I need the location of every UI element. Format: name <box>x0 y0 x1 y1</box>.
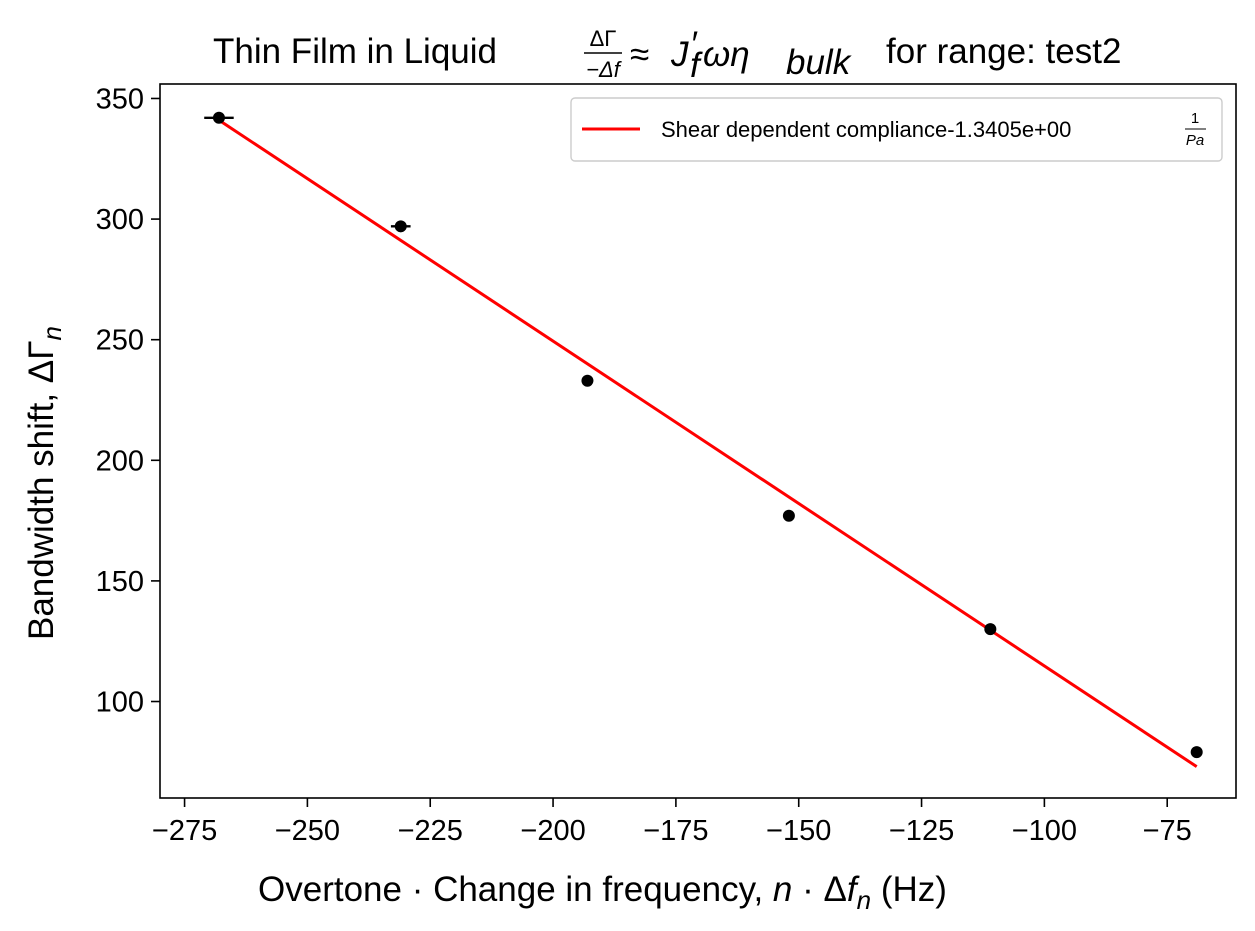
y-axis-title-text: Bandwidth shift, <box>22 383 61 640</box>
y-tick-label: 350 <box>96 83 144 115</box>
y-axis-title-symbol: ΔΓ <box>22 341 61 384</box>
legend-label: Shear dependent compliance-1.3405e+00 <box>661 117 1071 142</box>
x-axis-title-dot: · <box>792 870 823 909</box>
y-tick-label: 100 <box>96 687 144 719</box>
x-axis: −275 −250 −225 −200 −175 −150 −125 −100 −75 <box>152 798 1192 847</box>
y-tick-label: 300 <box>96 204 144 236</box>
svg-text:Overtone · Change in frequency: Overtone · Change in frequency, n · Δfn … <box>258 870 947 915</box>
x-tick-label: −150 <box>766 815 831 847</box>
y-tick-label: 200 <box>96 445 144 477</box>
data-point <box>782 509 795 522</box>
title-j: J <box>670 35 689 74</box>
title-suffix: for range: test2 <box>886 32 1121 71</box>
legend: Shear dependent compliance-1.3405e+00 1 … <box>570 97 1223 162</box>
data-point <box>581 374 594 387</box>
x-tick-label: −100 <box>1012 815 1077 847</box>
y-tick-label: 150 <box>96 566 144 598</box>
x-tick-label: −275 <box>152 815 217 847</box>
fit-line <box>218 118 1198 768</box>
x-tick-label: −225 <box>398 815 463 847</box>
plot-area <box>159 83 1237 799</box>
x-axis-title-sub: n <box>857 885 871 915</box>
x-tick-label: −125 <box>889 815 954 847</box>
x-axis-title-unit: (Hz) <box>871 870 947 909</box>
x-tick-label: −175 <box>643 815 708 847</box>
x-axis-title: Overtone · Change in frequency, n · Δfn … <box>258 870 947 915</box>
x-axis-title-text: Overtone · Change in frequency, <box>258 870 773 909</box>
x-axis-title-n: n <box>773 870 792 909</box>
svg-text:Bandwidth shift, ΔΓn: Bandwidth shift, ΔΓn <box>22 326 67 640</box>
data-point <box>394 220 407 233</box>
x-tick-label: −75 <box>1143 815 1192 847</box>
data-point <box>984 623 997 636</box>
title-prime: ′ <box>690 25 698 64</box>
title-omega-eta: ωη <box>703 35 750 74</box>
x-tick-label: −200 <box>520 815 585 847</box>
title-approx: ≈ <box>630 35 649 74</box>
legend-unit-denominator: Pa <box>1186 132 1204 149</box>
legend-box <box>570 97 1223 162</box>
chart-title: Thin Film in Liquid ΔΓ −Δf ≈ J ′ f ωη bu… <box>213 25 1121 85</box>
data-point <box>212 111 225 124</box>
svg-text:≈: ≈ <box>630 35 649 74</box>
svg-text:for range: test2: for range: test2 <box>886 32 1121 71</box>
x-axis-title-delta: Δ <box>824 870 847 909</box>
title-sub-bulk: bulk <box>786 43 852 82</box>
svg-text:f: f <box>690 46 703 85</box>
title-frac-numerator: ΔΓ <box>590 26 617 51</box>
title-frac-denominator: −Δf <box>586 57 623 82</box>
fit-line-series <box>218 118 1198 768</box>
svg-text:J: J <box>670 35 689 74</box>
y-axis-title: Bandwidth shift, ΔΓn <box>22 326 67 640</box>
svg-text:ωη: ωη <box>703 35 750 74</box>
y-axis-title-sub: n <box>37 326 67 340</box>
data-points-series <box>204 111 1203 759</box>
svg-text:bulk: bulk <box>786 43 852 82</box>
x-tick-label: −250 <box>275 815 340 847</box>
title-sub-f: f <box>690 46 703 85</box>
svg-text:′: ′ <box>690 25 698 64</box>
legend-unit-numerator: 1 <box>1191 110 1199 127</box>
data-point <box>1190 746 1203 759</box>
y-axis: 100 150 200 250 300 350 <box>96 83 160 719</box>
title-prefix: Thin Film in Liquid <box>213 32 497 71</box>
y-tick-label: 250 <box>96 325 144 357</box>
svg-text:Thin Film in Liquid: Thin Film in Liquid <box>213 32 497 71</box>
